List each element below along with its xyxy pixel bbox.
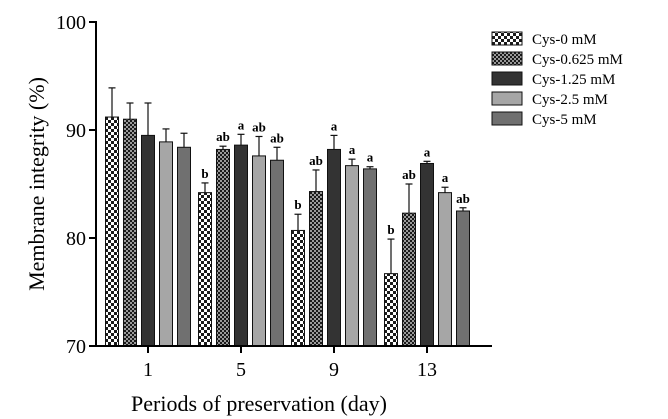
y-tick-label: 70	[66, 336, 86, 358]
y-tick-label: 90	[66, 120, 86, 142]
bar-cys-1-25-mm-day-9	[327, 148, 341, 347]
x-tick-label: 1	[143, 359, 153, 381]
significance-label: ab	[402, 167, 416, 182]
bar-cys-2-5-mm-day-1	[159, 141, 173, 347]
legend-swatch	[491, 31, 523, 46]
bar-cys-0-625-mm-day-9	[309, 191, 323, 347]
bar-cys-0-625-mm-day-13	[402, 212, 416, 347]
legend-swatch	[491, 71, 523, 86]
significance-label: a	[442, 170, 449, 185]
bar-cys-0-mm-day-5	[198, 192, 212, 347]
bar-cys-0-mm-day-1	[105, 116, 119, 347]
bar-cys-1-25-mm-day-1	[141, 134, 155, 347]
significance-label: a	[238, 117, 245, 132]
significance-label: ab	[216, 129, 230, 144]
bar-cys-0-625-mm-day-5	[216, 148, 230, 347]
legend-label: Cys-5 mM	[532, 112, 597, 128]
x-tick-label: 5	[236, 359, 246, 381]
legend-swatch	[491, 51, 523, 66]
y-tick-label: 100	[56, 12, 86, 34]
significance-label: ab	[252, 119, 266, 134]
significance-label: b	[294, 197, 301, 212]
legend-swatch	[491, 111, 523, 126]
legend-label: Cys-0.625 mM	[532, 52, 623, 68]
legend: Cys-0 mM Cys-0.625 mM Cys-1.25 mM Cys-2.5 m…	[491, 31, 623, 128]
bar-cys-2-5-mm-day-5	[252, 155, 266, 347]
x-tick-label: 13	[417, 359, 437, 381]
y-axis-title: Membrane integrity (%)	[24, 77, 49, 291]
bar-cys-5-mm-day-1	[177, 146, 191, 347]
x-tick-label: 9	[329, 359, 339, 381]
bar-cys-2-5-mm-day-9	[345, 165, 359, 347]
bar-cys-1-25-mm-day-13	[420, 162, 434, 347]
bar-cys-0-mm-day-13	[384, 273, 398, 347]
significance-label: a	[331, 118, 338, 133]
axes-layer: 70 80 90 100 1 5 9 13	[56, 12, 492, 381]
bar-cys-0-mm-day-9	[291, 229, 305, 347]
bar-cys-5-mm-day-5	[270, 159, 284, 347]
bar-cys-2-5-mm-day-13	[438, 192, 452, 347]
bar-cys-5-mm-day-13	[456, 210, 470, 347]
y-tick-label: 80	[66, 228, 86, 250]
legend-label: Cys-2.5 mM	[532, 92, 608, 108]
bar-cys-1-25-mm-day-5	[234, 144, 248, 347]
significance-label: b	[201, 166, 208, 181]
significance-label: a	[367, 150, 374, 165]
legend-label: Cys-1.25 mM	[532, 72, 615, 88]
legend-label: Cys-0 mM	[532, 32, 597, 48]
significance-label: b	[387, 222, 394, 237]
significance-label: a	[349, 142, 356, 157]
bar-cys-5-mm-day-9	[363, 168, 377, 347]
significance-label: ab	[309, 153, 323, 168]
x-axis-title: Periods of preservation (day)	[131, 391, 387, 416]
significance-label: ab	[270, 130, 284, 145]
legend-swatch	[491, 91, 523, 106]
significance-label: ab	[456, 191, 470, 206]
bar-cys-0-625-mm-day-1	[123, 118, 137, 347]
significance-label: a	[424, 144, 431, 159]
